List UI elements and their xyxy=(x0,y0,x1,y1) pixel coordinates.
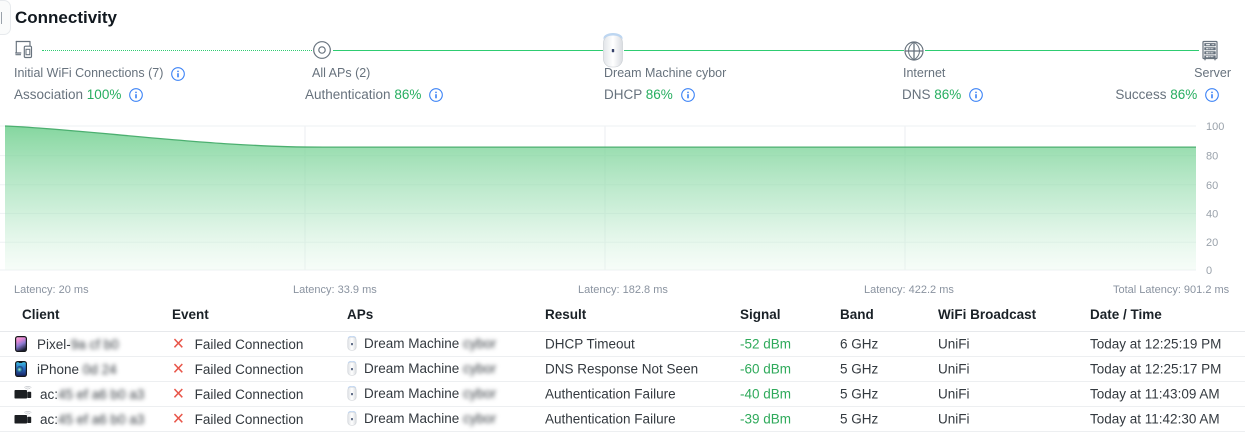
svg-text:60: 60 xyxy=(1206,180,1218,192)
svg-text:40: 40 xyxy=(1206,208,1218,220)
svg-text:0: 0 xyxy=(1206,265,1212,277)
svg-text:100: 100 xyxy=(1206,121,1224,133)
svg-text:80: 80 xyxy=(1206,151,1218,163)
svg-text:20: 20 xyxy=(1206,237,1218,249)
